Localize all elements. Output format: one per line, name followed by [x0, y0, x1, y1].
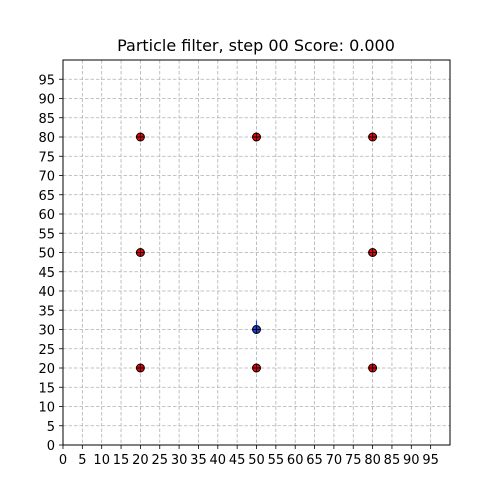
- grid-lines: [62, 60, 450, 446]
- x-tick-label: 65: [306, 453, 323, 468]
- y-tick-label: 70: [38, 170, 55, 185]
- landmark-point: [135, 132, 145, 142]
- y-tick-label: 20: [38, 362, 55, 377]
- x-tick-label: 90: [403, 453, 420, 468]
- x-tick-label: 55: [268, 453, 285, 468]
- y-axis: 0 5 10 15 20 25 30 35 40 45 50 55 60 65 70 75 80 85 90 95: [38, 73, 63, 454]
- landmark-point: [368, 132, 378, 142]
- y-tick-label: 45: [38, 266, 55, 281]
- y-tick-label: 75: [38, 150, 55, 165]
- x-tick-label: 25: [151, 453, 168, 468]
- x-tick-label: 35: [190, 453, 207, 468]
- y-tick-label: 15: [38, 381, 55, 396]
- x-tick-label: 20: [132, 453, 149, 468]
- y-tick-label: 40: [38, 285, 55, 300]
- landmark-point: [135, 248, 145, 257]
- landmark-point: [252, 132, 261, 142]
- y-tick-label: 60: [38, 208, 55, 223]
- x-tick-label: 30: [171, 453, 188, 468]
- data-points: [135, 132, 378, 373]
- chart-title: Particle filter, step 00 Score: 0.000: [117, 36, 395, 55]
- x-tick-label: 95: [422, 453, 439, 468]
- y-tick-label: 10: [38, 401, 55, 416]
- x-tick-label: 0: [59, 453, 67, 468]
- y-tick-label: 95: [38, 73, 55, 88]
- y-tick-label: 5: [47, 420, 55, 435]
- robot-point: [252, 320, 261, 334]
- y-tick-label: 30: [38, 324, 55, 339]
- x-tick-label: 45: [229, 453, 246, 468]
- y-tick-label: 85: [38, 112, 55, 127]
- x-axis: 0 5 10 15 20 25 30 35 40 45 50 55 60 65 70 75 80 85 90 95: [59, 445, 439, 468]
- x-tick-label: 70: [326, 453, 343, 468]
- landmark-point: [368, 363, 378, 373]
- x-tick-label: 40: [210, 453, 227, 468]
- x-tick-label: 50: [248, 453, 265, 468]
- x-tick-label: 85: [384, 453, 401, 468]
- y-tick-label: 25: [38, 343, 55, 358]
- x-tick-label: 5: [78, 453, 86, 468]
- x-tick-label: 15: [113, 453, 130, 468]
- landmark-point: [135, 363, 145, 373]
- y-tick-label: 55: [38, 227, 55, 242]
- y-tick-label: 35: [38, 304, 55, 319]
- x-tick-label: 75: [345, 453, 362, 468]
- landmark-point: [252, 363, 261, 373]
- x-tick-label: 60: [287, 453, 304, 468]
- x-tick-label: 80: [364, 453, 381, 468]
- y-tick-label: 65: [38, 189, 55, 204]
- x-tick-label: 10: [93, 453, 110, 468]
- y-tick-label: 0: [47, 439, 55, 454]
- y-tick-label: 50: [38, 247, 55, 262]
- y-tick-label: 90: [38, 93, 55, 108]
- y-tick-label: 80: [38, 131, 55, 146]
- landmark-point: [368, 248, 378, 257]
